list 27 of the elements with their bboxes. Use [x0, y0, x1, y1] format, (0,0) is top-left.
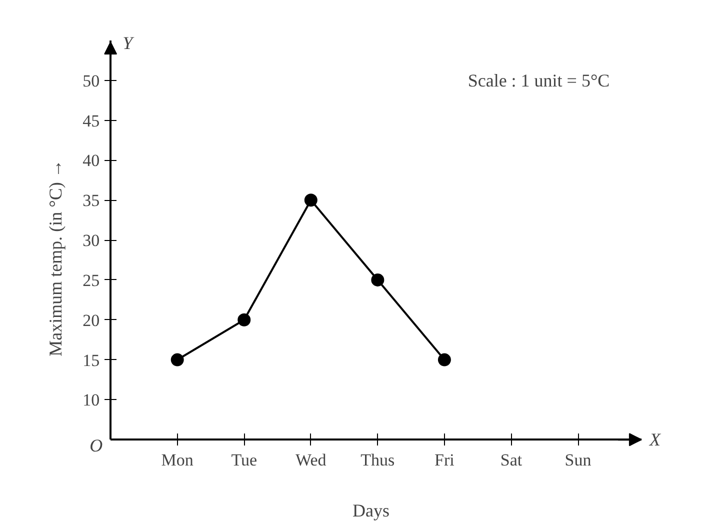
y-tick-label: 15 [82, 350, 100, 370]
y-tick-label: 10 [82, 390, 100, 410]
y-axis-title: Maximum temp. (in °C) → [46, 160, 66, 356]
text: O [90, 436, 103, 456]
text: X [648, 430, 662, 450]
point [170, 353, 184, 366]
x-tick-label: Mon [161, 450, 194, 470]
point [438, 353, 451, 366]
x-tick-label: Thus [360, 450, 395, 470]
y-tick-label: 35 [82, 191, 100, 210]
x-tick-label: Sat [500, 450, 522, 470]
y-tick-label: 45 [82, 111, 100, 130]
annotation: Scale : 1 unit = 5°C [468, 70, 610, 90]
x-tick-label: Wed [296, 450, 327, 470]
x-tick-label: Fri [434, 450, 455, 470]
point [304, 194, 318, 207]
point [238, 313, 251, 326]
y-tick-label: 40 [82, 151, 100, 170]
point [371, 273, 384, 286]
x-tick-label: Tue [231, 450, 258, 470]
y-tick-label: 25 [82, 270, 100, 290]
y-tick-label: 20 [82, 310, 100, 330]
y-tick-label: 50 [82, 71, 100, 90]
x-axis-title: Days [352, 500, 390, 520]
x-tick-label: Sun [564, 450, 592, 470]
annotation: Y [122, 32, 135, 53]
y-tick-label: 30 [82, 231, 100, 250]
